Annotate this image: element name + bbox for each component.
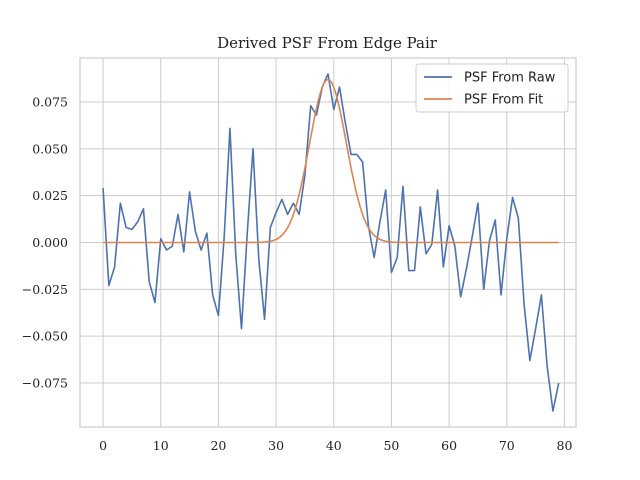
series-layer xyxy=(102,73,560,412)
x-tick-label: 0 xyxy=(99,438,107,453)
x-tick-label: 30 xyxy=(268,438,284,453)
series-line-psf-fit xyxy=(103,78,559,244)
x-tick-label: 40 xyxy=(326,438,342,453)
series-line-psf-raw xyxy=(102,73,560,412)
x-tick-label: 20 xyxy=(210,438,226,453)
plot-frame xyxy=(79,57,577,428)
x-tick-label: 10 xyxy=(153,438,169,453)
y-tick-label: 0.025 xyxy=(32,188,68,203)
legend-label-fit: PSF From Fit xyxy=(464,93,543,108)
y-tick-label: −0.025 xyxy=(22,282,68,297)
y-tick-label: 0.000 xyxy=(32,235,68,250)
legend: PSF From Raw PSF From Fit xyxy=(415,63,569,113)
chart-title: Derived PSF From Edge Pair xyxy=(217,34,438,52)
x-axis: 0 10 20 30 40 50 60 70 80 xyxy=(99,438,572,453)
x-tick-label: 60 xyxy=(441,438,457,453)
x-tick-label: 70 xyxy=(499,438,515,453)
y-axis: −0.075 −0.050 −0.025 0.000 0.025 0.050 0.075 xyxy=(22,95,68,391)
legend-label-raw: PSF From Raw xyxy=(464,71,556,86)
y-tick-label: 0.075 xyxy=(32,95,68,110)
x-tick-label: 80 xyxy=(557,438,573,453)
y-tick-label: −0.075 xyxy=(22,375,68,390)
y-tick-label: −0.050 xyxy=(22,329,68,344)
legend-box xyxy=(415,63,569,113)
y-tick-label: 0.050 xyxy=(32,141,68,156)
x-tick-label: 50 xyxy=(383,438,399,453)
